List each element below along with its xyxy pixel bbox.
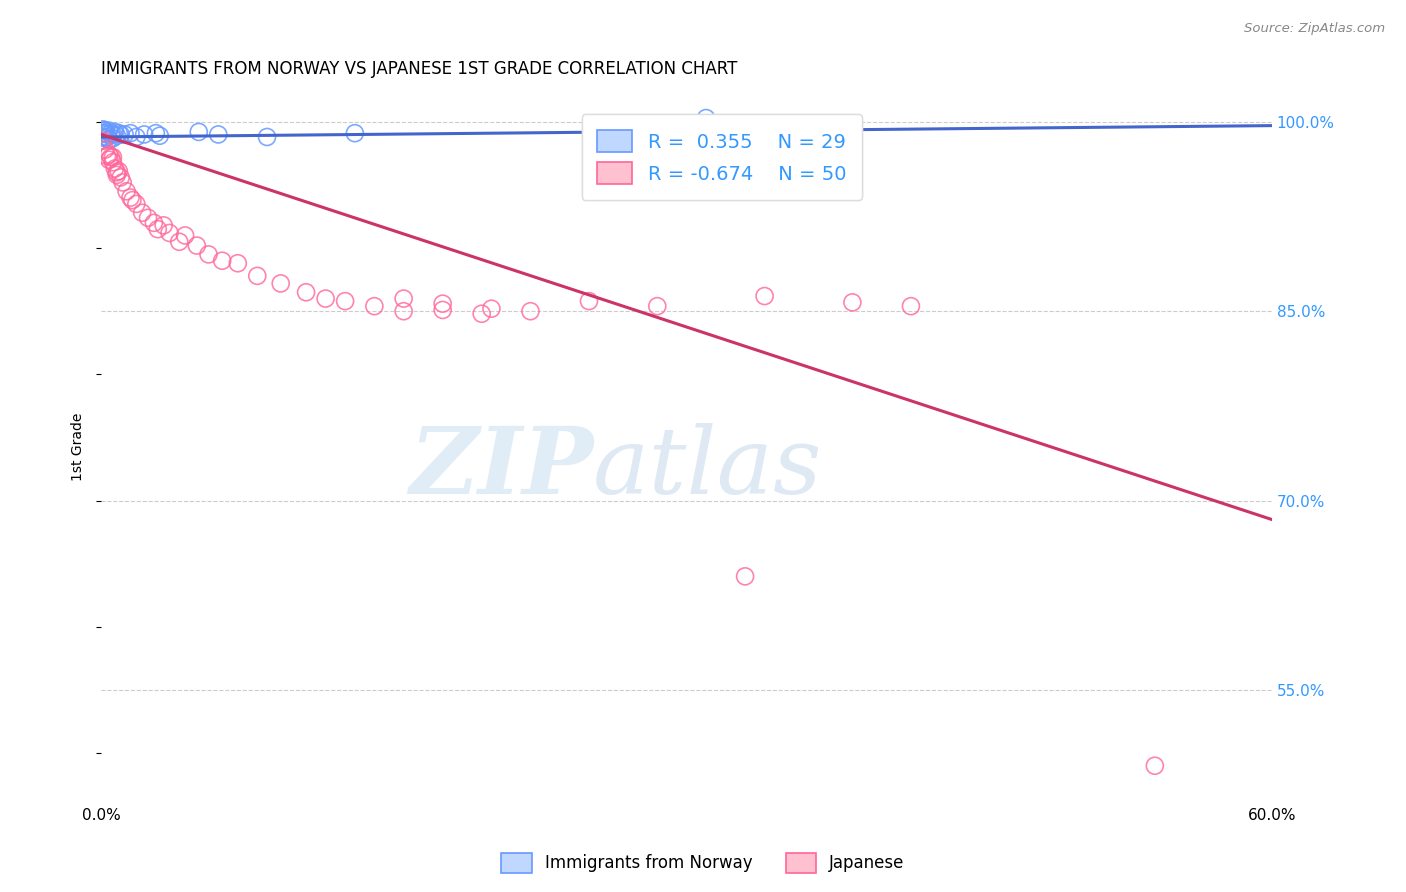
Point [295, 285, 318, 300]
Point [107, 164, 129, 178]
Point [100, 126, 122, 140]
Point [91, 122, 114, 136]
Point [145, 126, 167, 140]
Point [481, 301, 503, 316]
Point [110, 170, 132, 185]
Point [186, 238, 208, 252]
Point [101, 150, 124, 164]
Point [315, 292, 337, 306]
Point [125, 130, 148, 145]
Point [111, 176, 134, 190]
Point [120, 191, 142, 205]
Legend: R =  0.355    N = 29, R = -0.674    N = 50: R = 0.355 N = 29, R = -0.674 N = 50 [582, 114, 862, 200]
Point [101, 131, 124, 145]
Point [101, 155, 124, 169]
Point [149, 128, 172, 143]
Point [91, 123, 114, 137]
Point [578, 294, 600, 309]
Point [104, 125, 127, 139]
Point [134, 128, 156, 142]
Point [695, 111, 717, 125]
Y-axis label: 1st Grade: 1st Grade [72, 413, 86, 481]
Point [105, 168, 128, 182]
Point [121, 193, 143, 207]
Point [125, 197, 148, 211]
Point [94, 126, 117, 140]
Point [270, 277, 292, 291]
Point [363, 299, 385, 313]
Point [115, 184, 138, 198]
Point [343, 126, 366, 140]
Point [734, 569, 756, 583]
Point [256, 130, 278, 145]
Point [392, 292, 415, 306]
Point [114, 128, 136, 142]
Point [519, 304, 541, 318]
Point [136, 211, 159, 225]
Point [197, 247, 219, 261]
Point [471, 307, 494, 321]
Point [146, 222, 169, 236]
Point [98, 132, 121, 146]
Point [104, 161, 127, 176]
Point [110, 128, 132, 142]
Point [98, 153, 121, 167]
Point [91, 134, 114, 148]
Point [900, 299, 922, 313]
Point [392, 304, 415, 318]
Point [432, 302, 454, 317]
Point [207, 128, 229, 142]
Point [91, 126, 114, 140]
Point [94, 123, 117, 137]
Point [432, 296, 454, 310]
Point [101, 128, 124, 142]
Point [142, 216, 165, 230]
Point [645, 299, 668, 313]
Point [246, 268, 269, 283]
Point [211, 253, 233, 268]
Point [96, 130, 118, 145]
Point [131, 205, 153, 219]
Text: ZIP: ZIP [409, 424, 593, 513]
Point [174, 228, 197, 243]
Point [94, 143, 117, 157]
Point [841, 295, 863, 310]
Point [1143, 758, 1166, 772]
Point [98, 147, 121, 161]
Point [226, 256, 249, 270]
Point [107, 126, 129, 140]
Point [105, 128, 128, 143]
Point [94, 131, 117, 145]
Point [105, 165, 128, 179]
Point [187, 125, 209, 139]
Point [120, 126, 142, 140]
Point [98, 123, 121, 137]
Point [754, 289, 776, 303]
Text: IMMIGRANTS FROM NORWAY VS JAPANESE 1ST GRADE CORRELATION CHART: IMMIGRANTS FROM NORWAY VS JAPANESE 1ST G… [101, 60, 738, 78]
Text: atlas: atlas [593, 424, 823, 513]
Point [159, 226, 181, 240]
Text: Source: ZipAtlas.com: Source: ZipAtlas.com [1244, 22, 1385, 36]
Point [167, 235, 190, 249]
Point [96, 128, 118, 142]
Point [96, 149, 118, 163]
Point [91, 130, 114, 145]
Point [100, 150, 122, 164]
Point [333, 294, 356, 309]
Point [152, 219, 174, 233]
Legend: Immigrants from Norway, Japanese: Immigrants from Norway, Japanese [495, 847, 911, 880]
